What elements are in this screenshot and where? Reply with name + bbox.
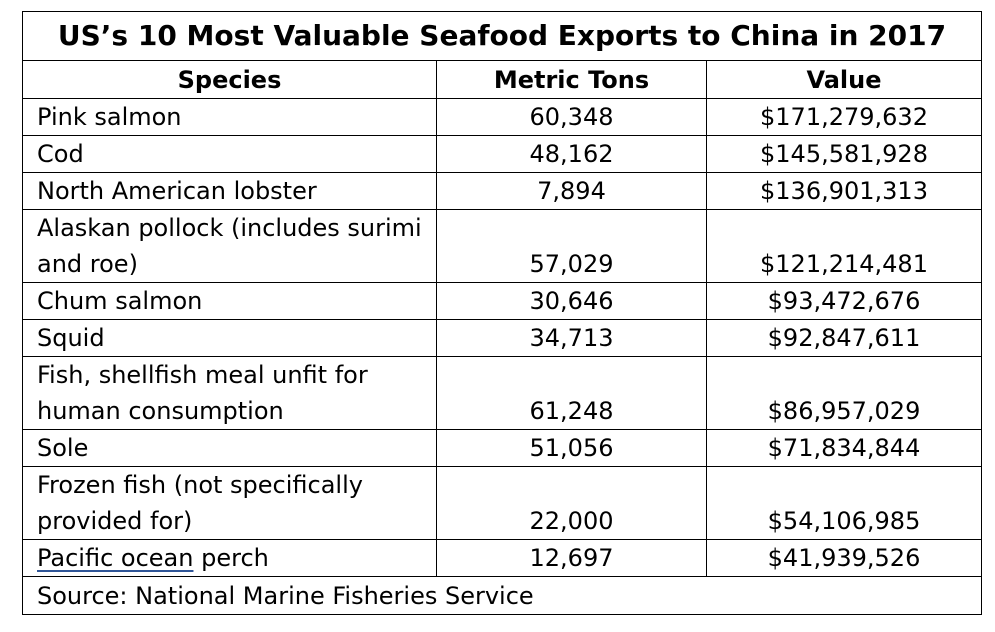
species-cell: Chum salmon [22,282,437,320]
species-cell: Cod [22,135,437,173]
species-cell: North American lobster [22,172,437,210]
table-row: Pink salmon 60,348 $171,279,632 [22,98,982,136]
value-cell: $71,834,844 [706,429,982,467]
metric-tons-cell: 60,348 [436,98,707,136]
species-cell: Pacific ocean perch [22,539,437,577]
table-row: Squid 34,713 $92,847,611 [22,319,982,357]
header-row: Species Metric Tons Value [22,60,982,99]
value-cell: $92,847,611 [706,319,982,357]
value-cell: $54,106,985 [706,466,982,540]
column-header-value: Value [706,60,982,99]
metric-tons-cell: 22,000 [436,466,707,540]
value-cell: $41,939,526 [706,539,982,577]
species-rest-text: perch [193,544,269,572]
species-cell: Frozen fish (not specifically provided f… [22,466,437,540]
seafood-exports-table-frame: US’s 10 Most Valuable Seafood Exports to… [22,11,982,618]
species-cell: Pink salmon [22,98,437,136]
table-row: Frozen fish (not specifically provided f… [22,466,982,540]
value-cell: $171,279,632 [706,98,982,136]
metric-tons-cell: 57,029 [436,209,707,283]
table-row: North American lobster 7,894 $136,901,31… [22,172,982,210]
species-cell: Fish, shellfish meal unfit for human con… [22,356,437,430]
metric-tons-cell: 30,646 [436,282,707,320]
species-cell: Squid [22,319,437,357]
table-row: Chum salmon 30,646 $93,472,676 [22,282,982,320]
column-header-metric-tons: Metric Tons [436,60,707,99]
metric-tons-cell: 12,697 [436,539,707,577]
table-row: Fish, shellfish meal unfit for human con… [22,356,982,430]
table-row: Sole 51,056 $71,834,844 [22,429,982,467]
value-cell: $136,901,313 [706,172,982,210]
title-row: US’s 10 Most Valuable Seafood Exports to… [22,11,982,61]
source-row: Source: National Marine Fisheries Servic… [22,576,982,615]
column-header-species: Species [22,60,437,99]
table-title: US’s 10 Most Valuable Seafood Exports to… [22,11,982,61]
metric-tons-cell: 34,713 [436,319,707,357]
metric-tons-cell: 51,056 [436,429,707,467]
value-cell: $145,581,928 [706,135,982,173]
metric-tons-cell: 48,162 [436,135,707,173]
species-cell: Alaskan pollock (includes surimi and roe… [22,209,437,283]
source-note: Source: National Marine Fisheries Servic… [22,576,982,615]
metric-tons-cell: 61,248 [436,356,707,430]
seafood-exports-table: US’s 10 Most Valuable Seafood Exports to… [22,11,982,615]
species-underlined-text: Pacific ocean [37,544,194,572]
species-cell: Sole [22,429,437,467]
table-row: Cod 48,162 $145,581,928 [22,135,982,173]
table-row: Alaskan pollock (includes surimi and roe… [22,209,982,283]
value-cell: $121,214,481 [706,209,982,283]
value-cell: $93,472,676 [706,282,982,320]
metric-tons-cell: 7,894 [436,172,707,210]
table-row: Pacific ocean perch 12,697 $41,939,526 [22,539,982,577]
value-cell: $86,957,029 [706,356,982,430]
